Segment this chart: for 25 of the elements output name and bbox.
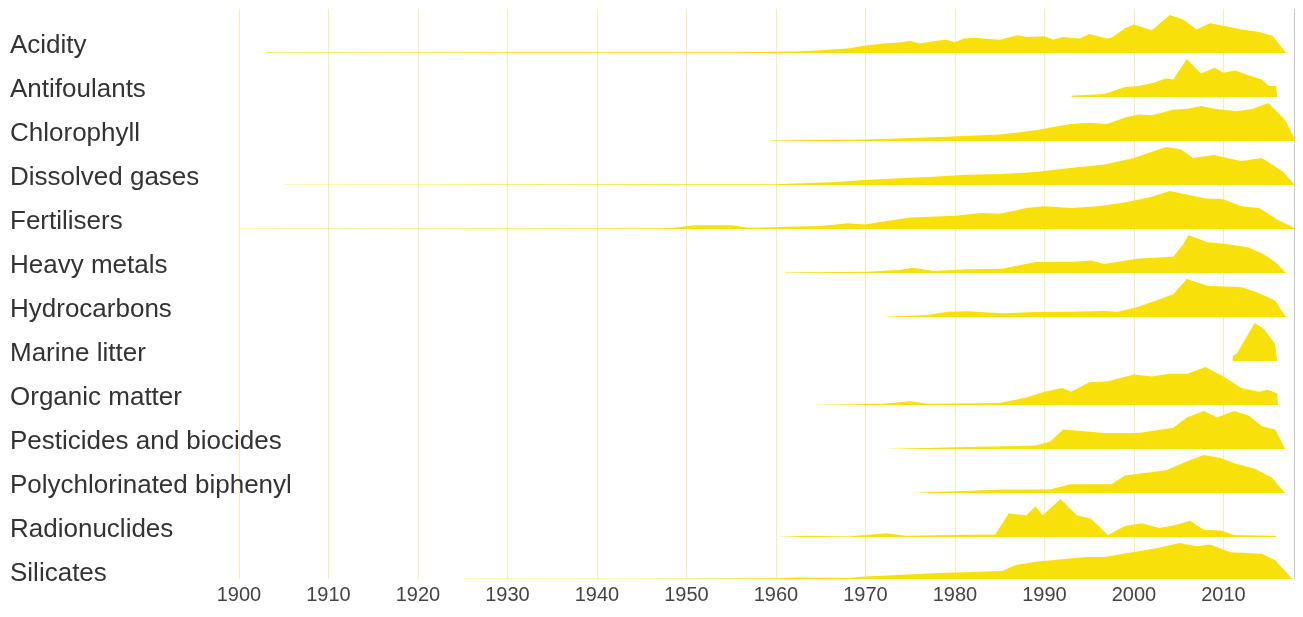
x-tick-label: 1910 bbox=[306, 582, 351, 605]
text: Acidity bbox=[10, 29, 87, 59]
text: Chlorophyll bbox=[10, 117, 141, 147]
x-tick-label: 1980 bbox=[932, 582, 978, 605]
text: Organic matter bbox=[10, 381, 182, 411]
x-tick-label: 1960 bbox=[753, 582, 799, 605]
text: Antifoulants bbox=[10, 73, 146, 103]
x-tick-label: 1920 bbox=[395, 582, 441, 605]
text: Radionuclides bbox=[10, 513, 174, 543]
x-tick-label: 2010 bbox=[1201, 582, 1246, 605]
text: Fertilisers bbox=[10, 205, 123, 235]
text: Marine litter bbox=[10, 337, 146, 367]
text: Polychlorinated biphenyl bbox=[10, 469, 292, 499]
x-tick-label: 1990 bbox=[1022, 582, 1067, 605]
x-tick-label: 1940 bbox=[574, 582, 620, 605]
x-tick-label: 1970 bbox=[843, 582, 888, 605]
x-tick-label: 2000 bbox=[1111, 582, 1157, 605]
x-tick-label: 1950 bbox=[664, 582, 709, 605]
text: Silicates bbox=[10, 557, 107, 587]
text: Dissolved gases bbox=[10, 161, 200, 191]
x-tick-label: 1900 bbox=[216, 582, 262, 605]
text: Heavy metals bbox=[10, 249, 168, 279]
text: Pesticides and biocides bbox=[10, 425, 282, 455]
text: Hydrocarbons bbox=[10, 293, 172, 323]
x-tick-label: 1930 bbox=[485, 582, 530, 605]
